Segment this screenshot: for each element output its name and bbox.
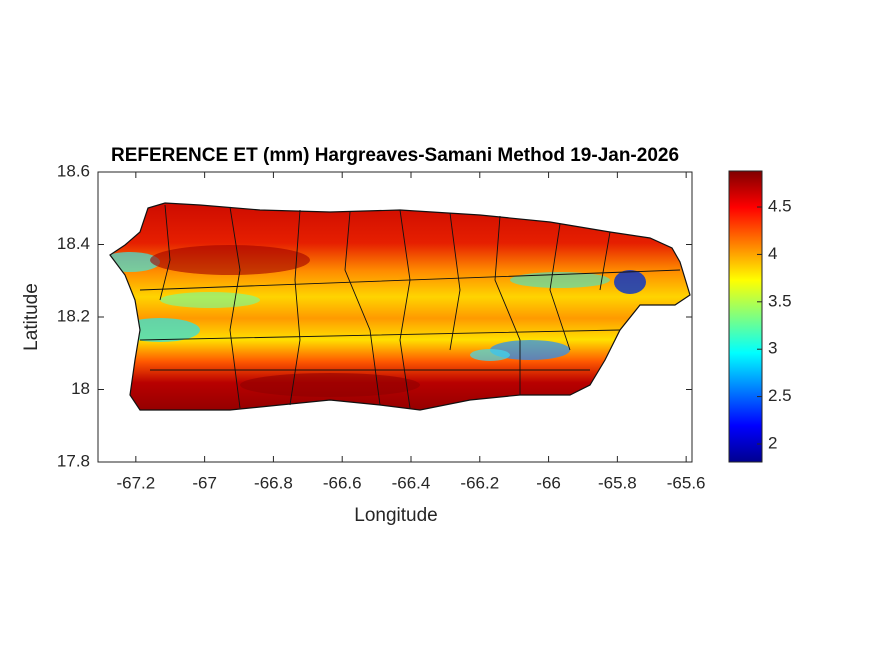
municipal-borders bbox=[139, 204, 681, 409]
y-axis-label: Latitude bbox=[21, 283, 42, 351]
x-tick-label: -66.8 bbox=[254, 473, 293, 492]
x-tick-label: -65.6 bbox=[667, 473, 706, 492]
y-tick-label: 18 bbox=[71, 379, 90, 398]
y-tick-label: 18.2 bbox=[57, 306, 90, 325]
colorbar-tick-label: 3 bbox=[768, 339, 777, 358]
x-tick-label: -67 bbox=[192, 473, 217, 492]
y-tick-label: 18.6 bbox=[57, 161, 90, 180]
colorbar-tick-label: 4 bbox=[768, 244, 777, 263]
x-tick-label: -66.2 bbox=[460, 473, 499, 492]
x-tick-label: -66.4 bbox=[392, 473, 431, 492]
et-field bbox=[110, 203, 690, 410]
colorbar-tick-label: 2 bbox=[768, 433, 777, 452]
colorbar-tick-label: 4.5 bbox=[768, 197, 792, 216]
x-tick-label: -66 bbox=[536, 473, 561, 492]
y-tick-label: 17.8 bbox=[57, 451, 90, 470]
y-tick-label: 18.4 bbox=[57, 234, 90, 253]
colorbar-tick-label: 3.5 bbox=[768, 291, 792, 310]
x-axis-label: Longitude bbox=[354, 505, 437, 526]
x-tick-label: -65.8 bbox=[598, 473, 637, 492]
colorbar-tick-label: 2.5 bbox=[768, 386, 792, 405]
colorbar bbox=[728, 170, 763, 463]
x-tick-label: -66.6 bbox=[323, 473, 362, 492]
x-tick-label: -67.2 bbox=[116, 473, 155, 492]
chart-title: REFERENCE ET (mm) Hargreaves-Samani Meth… bbox=[111, 145, 679, 166]
